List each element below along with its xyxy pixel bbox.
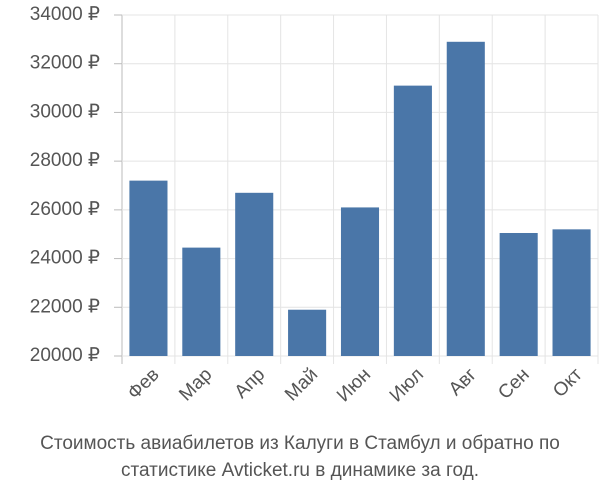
bar xyxy=(499,232,538,356)
bar xyxy=(182,247,221,356)
bar xyxy=(552,229,591,356)
chart: 20000 ₽ 22000 ₽ 24000 ₽ 26000 ₽ 28000 ₽ 30000… xyxy=(30,4,599,406)
x-tick-label: Апр xyxy=(231,364,270,403)
bar xyxy=(129,180,168,356)
y-tick-label: 24000 ₽ xyxy=(30,248,100,269)
x-tick-label: Июн xyxy=(333,364,375,406)
y-tick-label: 34000 ₽ xyxy=(30,4,100,25)
x-tick-label: Окт xyxy=(549,364,587,402)
bar xyxy=(446,41,485,357)
x-tick-label: Сен xyxy=(494,364,533,403)
x-tick-label: Июл xyxy=(386,364,428,406)
x-tick-label: Мар xyxy=(175,364,216,405)
bar xyxy=(288,309,327,356)
x-tick-label: Май xyxy=(281,364,322,405)
y-tick-label: 32000 ₽ xyxy=(30,53,100,74)
x-tick-label: Авг xyxy=(445,364,481,400)
bar xyxy=(235,192,274,356)
bar xyxy=(393,85,432,356)
y-tick-label: 26000 ₽ xyxy=(30,199,100,220)
y-tick-label: 20000 ₽ xyxy=(30,345,100,366)
chart-title: Стоимость авиабилетов из Калуги в Стамбу… xyxy=(40,433,560,481)
y-tick-label: 30000 ₽ xyxy=(30,101,100,122)
bar xyxy=(340,207,380,356)
y-tick-label: 28000 ₽ xyxy=(30,150,100,171)
x-tick-label: Фев xyxy=(124,364,164,404)
y-tick-label: 22000 ₽ xyxy=(30,296,100,317)
